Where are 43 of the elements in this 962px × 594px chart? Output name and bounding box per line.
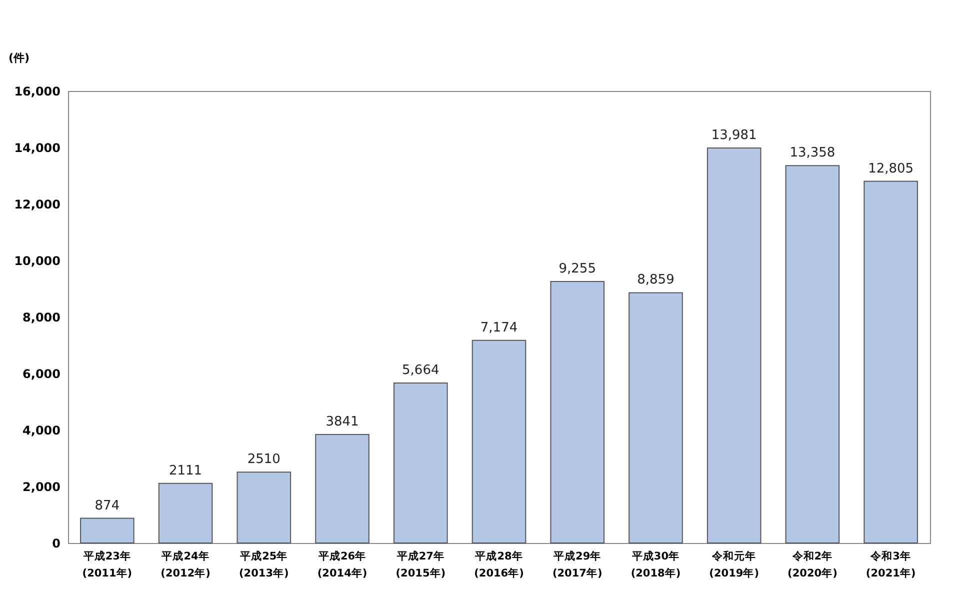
data-label: 13,358 [790,146,836,161]
data-label: 13,981 [711,128,757,144]
bar [550,281,605,544]
data-label: 2510 [247,452,280,468]
data-label: 2111 [169,463,202,478]
bar [785,165,840,544]
y-tick-label: 6,000 [22,367,60,381]
bar [864,180,918,544]
data-label: 3841 [326,414,359,430]
bar [706,148,762,544]
data-label: 874 [94,498,120,514]
bar [236,472,292,544]
bar [315,434,370,544]
x-tick-label: 平成28年 (2016年) [474,550,524,580]
x-tick-label: 平成27年 (2015年) [396,550,446,580]
y-tick-label: 14,000 [14,141,60,155]
data-label: 8,859 [637,272,674,288]
y-tick-label: 0 [52,536,60,550]
x-tick-label: 平成25年 (2013年) [238,550,289,580]
x-tick-label: 令和元年 (2019年) [709,550,760,580]
bar [472,340,526,544]
data-label: 9,255 [558,262,596,277]
x-tick-label: 令和2年 (2020年) [788,550,838,580]
y-axis-title: (件) [8,52,30,64]
x-tick-label: 平成26年 (2014年) [317,550,368,580]
y-tick-label: 16,000 [14,84,60,98]
bar [80,518,134,544]
x-tick-label: 平成29年 (2017年) [552,550,602,580]
data-label: 5,664 [402,362,440,378]
y-tick-label: 2,000 [22,480,60,494]
x-tick-label: 平成23年 (2011年) [82,550,132,580]
x-tick-label: 令和3年 (2021年) [866,550,916,580]
y-tick-label: 4,000 [22,424,60,438]
y-tick-label: 10,000 [14,254,60,268]
data-label: 12,805 [868,161,914,176]
x-tick-label: 平成30年 (2018年) [630,550,681,580]
y-tick-label: 8,000 [22,310,60,324]
bar [628,292,683,544]
y-tick-label: 12,000 [14,198,60,212]
bar [393,382,448,544]
bar [158,482,213,544]
data-label: 7,174 [480,320,518,336]
x-tick-label: 平成24年 (2012年) [160,550,210,580]
